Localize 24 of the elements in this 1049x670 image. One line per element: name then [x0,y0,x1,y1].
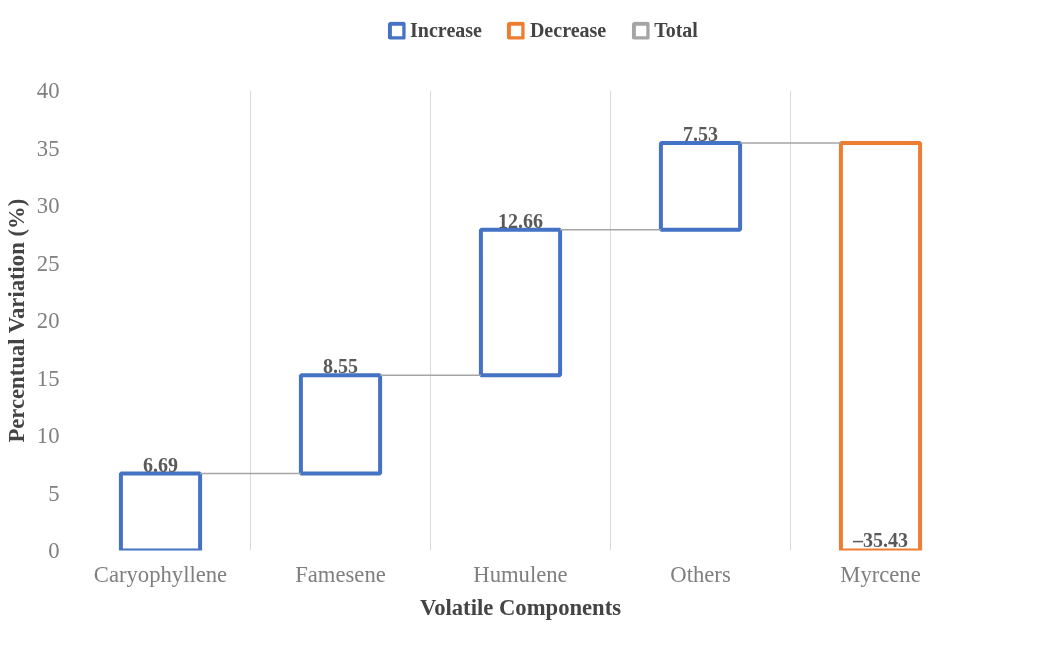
x-axis-title: Volatile Components [419,594,622,620]
y-tick-label: 0 [48,538,60,563]
x-tick-label: Caryophyllene [93,561,228,587]
legend-label: Total [654,18,698,42]
text: 8.55 [323,355,358,378]
text: 12.66 [498,209,543,232]
y-tick-label: 20 [36,308,60,333]
y-tick-label: 25 [36,250,60,276]
y-axis-title: Percentual Variation (%) [3,198,29,443]
text: 7.53 [683,123,718,146]
legend-label: Decrease [529,18,607,42]
x-tick-label: Myrcene [840,561,921,587]
y-tick-label: 40 [36,78,60,103]
y-tick-label: 5 [48,480,60,506]
x-tick-label: Others [670,561,731,587]
y-tick-label: 15 [36,365,60,391]
y-tick-label: 10 [36,423,60,448]
y-tick-label: 30 [36,193,60,218]
legend-label: Increase [410,18,482,42]
text: –35.43 [853,528,908,551]
x-tick-label: Humulene [473,561,568,587]
y-tick-label: 35 [36,135,60,161]
text: 6.69 [143,453,178,476]
x-tick-label: Famesene [295,561,386,587]
